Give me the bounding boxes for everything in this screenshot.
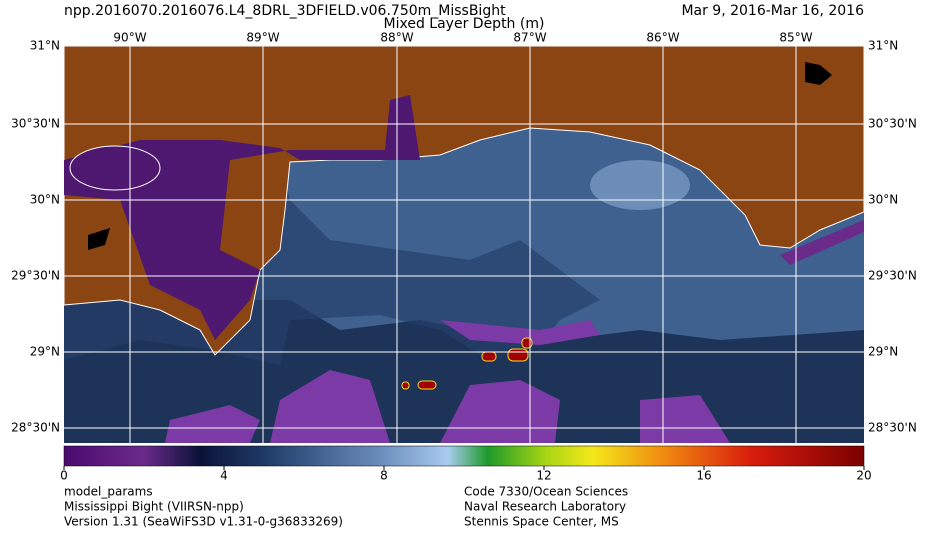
lon-label: 89°W [246, 31, 279, 45]
lon-label: 86°W [646, 31, 679, 45]
deep-spot [401, 381, 410, 390]
colorbar-ticks: 0 4 8 12 16 20 [60, 466, 872, 483]
light-water [590, 160, 690, 210]
deep-spot [417, 380, 437, 390]
lat-label: 29°30'N [868, 269, 917, 283]
lat-label: 30°N [30, 193, 60, 207]
lat-label: 30°30'N [11, 117, 60, 131]
lon-label: 90°W [113, 31, 146, 45]
lon-label: 88°W [380, 31, 413, 45]
marsh [780, 220, 864, 265]
lat-label: 30°N [868, 193, 898, 207]
colorbar-tick-label: 12 [536, 469, 551, 483]
colorbar-tick-label: 20 [856, 469, 871, 483]
lat-label: 29°30'N [11, 269, 60, 283]
lat-label: 28°30'N [868, 421, 917, 435]
purple-patch [440, 320, 600, 345]
date-range: Mar 9, 2016-Mar 16, 2016 [681, 3, 864, 19]
lat-label: 31°N [30, 39, 60, 53]
lon-label: 87°W [513, 31, 546, 45]
footer-right: Naval Research Laboratory [464, 500, 626, 514]
colorbar-tick-label: 8 [380, 469, 388, 483]
footer-left: Mississippi Bight (VIIRSN-npp) [64, 500, 244, 514]
lat-label: 30°30'N [868, 117, 917, 131]
colorbar [63, 445, 865, 467]
file-title: npp.2016070.2016076.L4_8DRL_3DFIELD.v06.… [64, 3, 506, 19]
footer-right: Stennis Space Center, MS [464, 515, 619, 529]
colorbar-tick-label: 16 [696, 469, 711, 483]
lat-label: 28°30'N [11, 421, 60, 435]
lat-label: 31°N [868, 39, 898, 53]
deep-spot [481, 351, 497, 362]
lake [805, 62, 832, 85]
colorbar-tick-label: 0 [60, 469, 68, 483]
footer-right: Code 7330/Ocean Sciences [464, 485, 628, 499]
graticule [64, 46, 864, 443]
lake [88, 228, 110, 250]
lake [69, 145, 161, 191]
map-area [64, 46, 864, 443]
map-title: Mixed Layer Depth (m) [384, 16, 545, 32]
lat-label: 29°N [30, 345, 60, 359]
colorbar-tick-label: 4 [220, 469, 228, 483]
lat-label: 29°N [868, 345, 898, 359]
footer-left: model_params [64, 485, 153, 499]
purple-patch [165, 405, 260, 443]
lon-label: 85°W [779, 31, 812, 45]
footer-left: Version 1.31 (SeaWiFS3D v1.31-0-g3683326… [64, 515, 343, 529]
deep-spot [507, 348, 529, 362]
purple-patch [270, 370, 390, 443]
